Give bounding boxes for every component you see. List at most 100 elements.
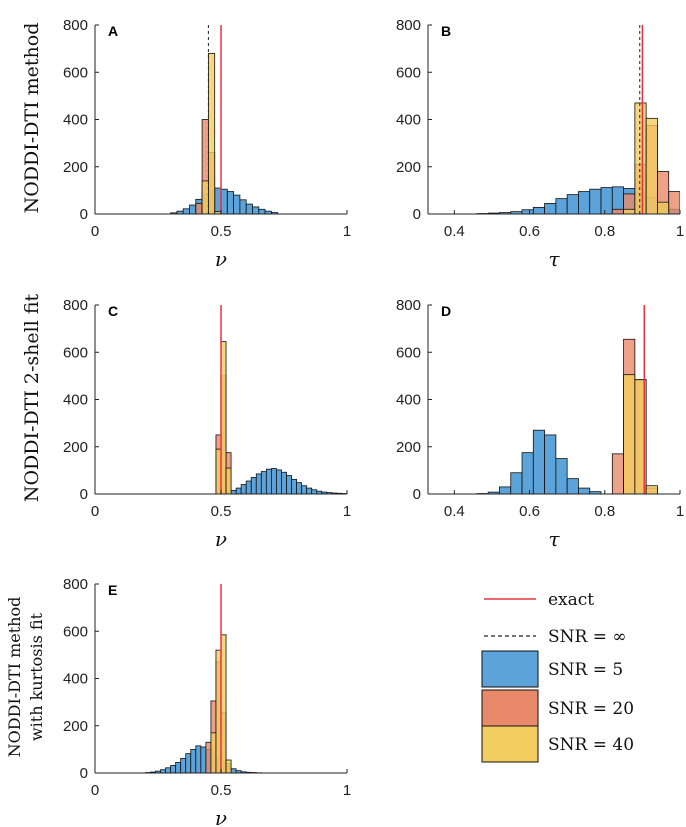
bar-A-snr5-14	[258, 208, 266, 214]
ytick-label-B-200: 200	[396, 159, 421, 176]
bar-E-snr5-6	[175, 761, 182, 773]
bar-D-snr40-2	[645, 485, 658, 494]
bar-C-snr5-12	[281, 471, 287, 494]
ytick-label-A-400: 400	[63, 112, 88, 129]
legend: exact SNR = ∞ SNR = 5 SNR = 20 SNR = 40	[481, 590, 634, 763]
bar-A-snr5-3	[189, 204, 197, 214]
bar-B-snr20-5	[668, 191, 680, 214]
legend-exact-label: exact	[548, 590, 594, 610]
panel-label-E: E	[108, 582, 117, 598]
xlabel-A: ν	[215, 247, 227, 271]
bar-D-snr5-4	[521, 452, 534, 494]
bar-E-snr40-0	[210, 732, 217, 773]
xtick-label-E-0: 0	[91, 782, 99, 799]
panel-label-C: C	[108, 303, 118, 319]
bar-A-snr5-8	[220, 188, 228, 214]
ytick-label-D-800: 800	[396, 297, 421, 314]
xtick-label-A-1: 0.5	[211, 223, 232, 240]
bar-C-snr5-4	[240, 484, 247, 494]
bar-E-snr5-8	[185, 753, 192, 773]
ytick-label-C-600: 600	[63, 344, 88, 361]
xtick-label-E-1: 0.5	[211, 782, 232, 799]
bar-C-snr5-9	[265, 468, 272, 494]
row-label-3a: NODDI-DTI method	[5, 597, 24, 758]
bar-A-snr5-2	[182, 208, 190, 214]
bar-B-snr40-2	[645, 117, 658, 214]
bar-B-snr5-6	[544, 202, 557, 214]
bar-D-snr5-6	[544, 434, 557, 494]
panel-label-B: B	[441, 23, 451, 39]
bar-C-snr5-7	[255, 473, 262, 494]
bar-C-snr5-13	[286, 475, 292, 494]
ytick-label-C-400: 400	[63, 392, 88, 409]
xtick-label-A-0: 0	[91, 223, 99, 240]
xtick-label-C-0: 0	[91, 503, 99, 520]
bar-E-snr5-11	[200, 746, 207, 773]
bar-A-snr5-12	[245, 203, 253, 214]
ytick-label-D-0: 0	[413, 486, 421, 503]
bar-B-snr5-11	[600, 187, 613, 214]
bar-D-snr5-9	[578, 487, 591, 494]
bar-B-snr5-10	[589, 188, 602, 214]
bar-E-snr5-7	[180, 757, 187, 773]
ytick-label-C-800: 800	[63, 297, 88, 314]
bar-A-snr20-0	[195, 202, 203, 214]
bar-B-snr5-4	[521, 209, 534, 214]
bar-C-snr5-15	[296, 482, 303, 494]
legend-snr5-swatch	[481, 650, 539, 688]
bar-A-snr5-7	[214, 187, 222, 214]
ytick-label-E-600: 600	[63, 623, 88, 640]
bar-A-snr5-16	[270, 212, 279, 214]
xlabel-D: τ	[548, 527, 560, 551]
legend-snr5-label: SNR = 5	[548, 660, 623, 680]
ytick-label-D-400: 400	[396, 392, 421, 409]
bar-D-snr40-1	[634, 379, 647, 494]
ytick-label-A-600: 600	[63, 64, 88, 81]
row-label-3b: with kurtosis fit	[27, 612, 46, 741]
bar-C-snr5-17	[306, 487, 313, 494]
bar-C-snr5-8	[260, 471, 267, 494]
bar-C-snr5-18	[311, 489, 318, 494]
ytick-label-C-200: 200	[63, 439, 88, 456]
bar-B-snr20-0	[611, 208, 624, 214]
bars-D	[476, 338, 658, 494]
bar-D-snr5-7	[555, 458, 568, 494]
xtick-label-B-0: 0.4	[444, 223, 465, 240]
bar-D-snr5-2	[499, 486, 512, 494]
bar-E-snr40-3	[225, 759, 232, 773]
xtick-label-D-1: 0.6	[519, 503, 540, 520]
row-label-1: NODDI-DTI method	[21, 23, 43, 214]
bar-B-snr5-8	[566, 194, 579, 214]
ytick-label-A-0: 0	[80, 206, 88, 223]
bar-C-snr5-11	[276, 469, 282, 494]
panel-C: 0 200 400 600 800 0 0.5 1 ν C	[63, 297, 351, 551]
bar-B-snr5-7	[555, 198, 568, 214]
ytick-label-B-0: 0	[413, 206, 421, 223]
bar-E-snr5-17	[230, 768, 237, 773]
ytick-label-C-0: 0	[80, 486, 88, 503]
ytick-label-A-800: 800	[63, 17, 88, 34]
xtick-label-A-2: 1	[343, 223, 351, 240]
bar-A-snr5-11	[239, 199, 247, 214]
bar-E-snr40-1	[215, 649, 222, 773]
bar-C-snr40-1	[220, 341, 227, 494]
ytick-label-E-400: 400	[63, 671, 88, 688]
panel-label-A: A	[108, 23, 118, 39]
bar-E-snr40-2	[220, 634, 227, 773]
xtick-label-E-2: 1	[343, 782, 351, 799]
legend-snr-inf-label: SNR = ∞	[548, 627, 627, 647]
ytick-label-A-200: 200	[63, 159, 88, 176]
bar-C-snr40-0	[215, 448, 222, 494]
xtick-label-B-2: 0.8	[594, 223, 615, 240]
bar-C-snr5-16	[301, 485, 308, 494]
bar-B-snr40-3	[657, 201, 670, 214]
panel-E: 0 200 400 600 800 0 0.5 1 ν E	[63, 576, 351, 827]
panel-label-D: D	[441, 303, 451, 319]
bar-A-snr5-10	[233, 194, 241, 214]
legend-snr40-swatch	[481, 725, 539, 763]
bar-D-snr40-0	[623, 374, 636, 494]
bar-A-snr5-13	[252, 206, 260, 214]
bars-C	[215, 341, 347, 494]
ytick-label-D-600: 600	[396, 344, 421, 361]
